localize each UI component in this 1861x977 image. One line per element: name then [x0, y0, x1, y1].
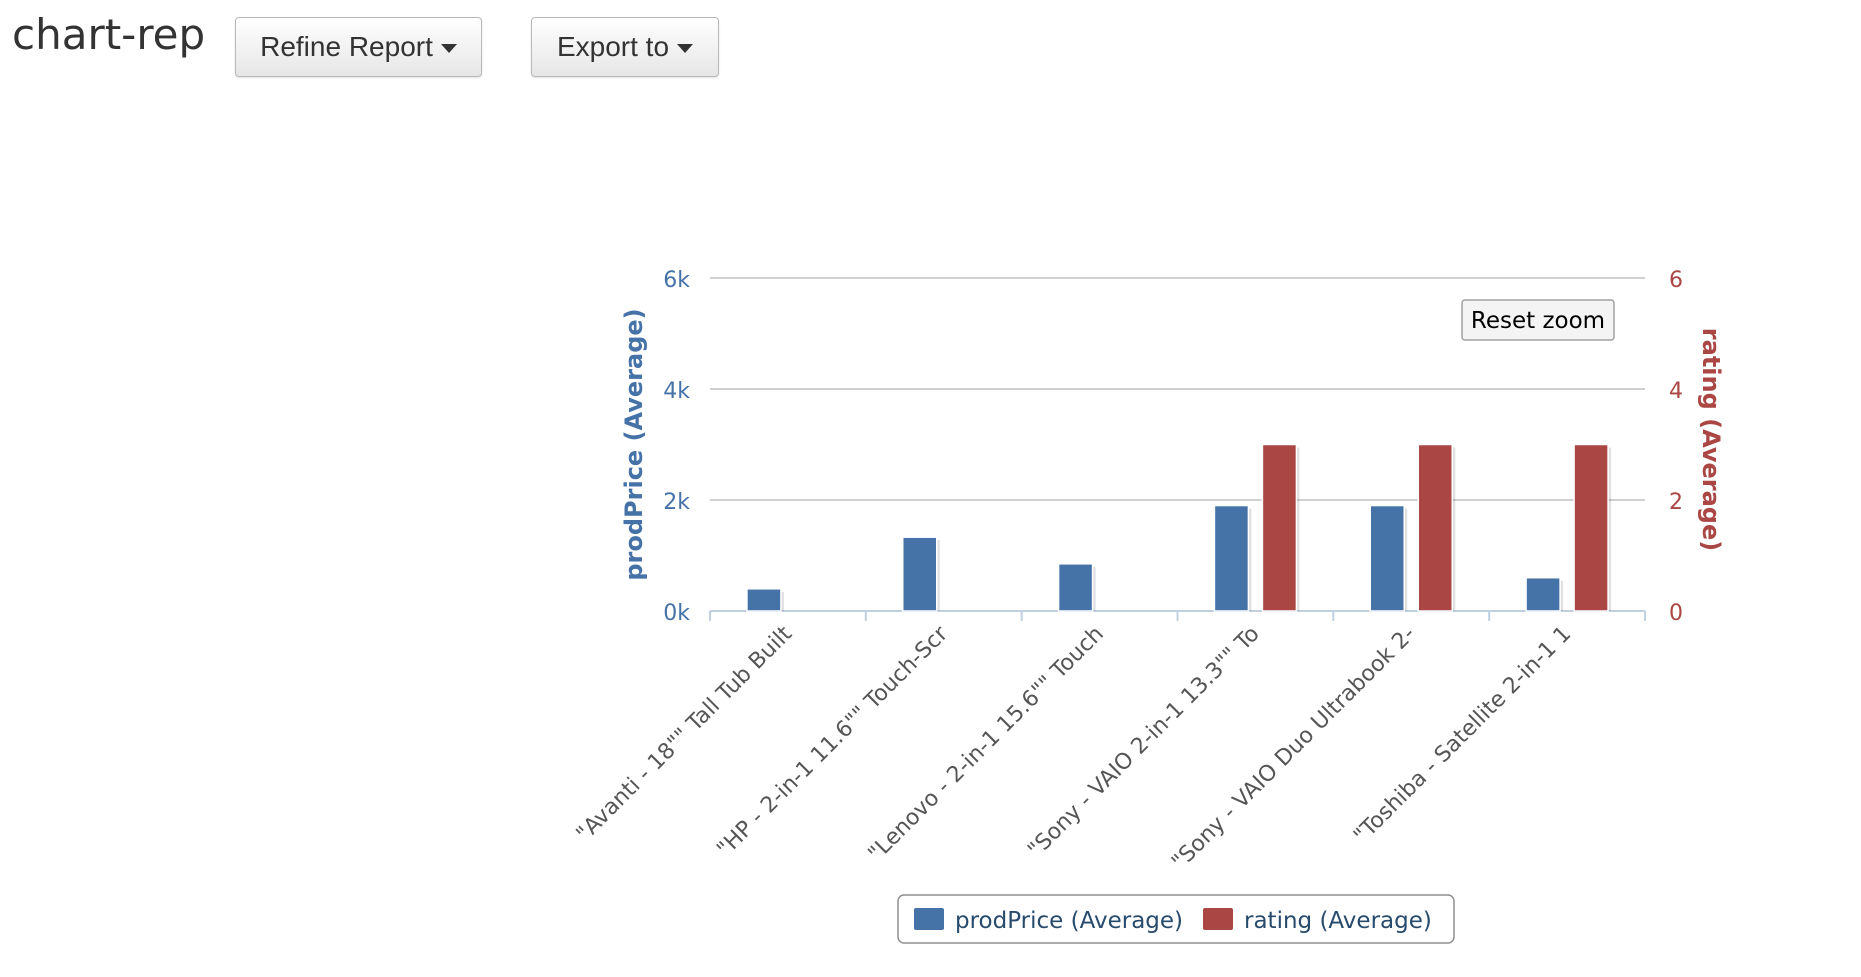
legend-swatch-rating[interactable] [1203, 908, 1233, 930]
refine-report-button[interactable]: Refine Report [235, 17, 482, 77]
bar-prodprice[interactable] [1525, 576, 1561, 612]
bar-rating[interactable] [1261, 443, 1298, 612]
y-tick-label-right: 0 [1669, 601, 1683, 626]
bar-rating[interactable] [1573, 443, 1609, 612]
bar-prodprice[interactable] [746, 588, 782, 612]
y-tick-label-right: 4 [1669, 379, 1683, 404]
legend-box [897, 894, 1455, 944]
legend-label-prodprice[interactable]: prodPrice (Average) [955, 908, 1183, 934]
bar-rating[interactable] [1417, 443, 1453, 612]
y-tick-label-right: 6 [1669, 268, 1683, 293]
page-title: chart-rep [12, 10, 206, 59]
legend-swatch-prodprice[interactable] [914, 908, 944, 930]
y-tick-label-left: 6k [663, 268, 690, 293]
caret-down-icon [677, 44, 694, 53]
bar-prodprice[interactable] [1213, 504, 1250, 612]
refine-report-label: Refine Report [260, 31, 433, 62]
legend-label-rating[interactable]: rating (Average) [1244, 908, 1432, 934]
bar-prodprice[interactable] [1369, 504, 1405, 612]
export-to-button[interactable]: Export to [531, 17, 719, 77]
reset-zoom-label[interactable]: Reset zoom [1471, 308, 1605, 334]
y-tick-label-left: 0k [663, 601, 690, 626]
bar-prodprice[interactable] [902, 536, 938, 612]
y-axis-title-right: rating (Average) [1697, 328, 1725, 551]
caret-down-icon [440, 44, 457, 53]
y-tick-label-left: 2k [663, 490, 690, 515]
y-axis-title-left: prodPrice (Average) [620, 308, 648, 580]
y-tick-label-left: 4k [663, 379, 690, 404]
reset-zoom-button[interactable] [1461, 299, 1615, 341]
x-tick-label: "Sony - VAIO Duo Ultrabook 2- [1167, 622, 1420, 875]
bar-prodprice[interactable] [1057, 563, 1094, 612]
export-to-label: Export to [556, 31, 670, 62]
y-tick-label-right: 2 [1669, 490, 1683, 515]
